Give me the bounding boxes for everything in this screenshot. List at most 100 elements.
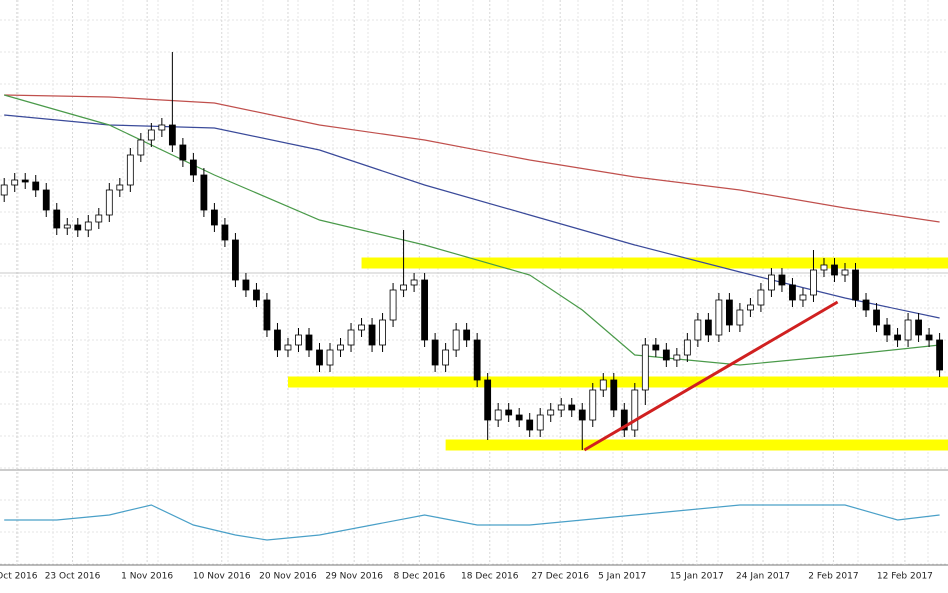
candle-body [431, 339, 439, 366]
candle-body [337, 344, 344, 351]
candle-body [32, 181, 40, 191]
candle-body [536, 414, 544, 431]
candle-body [242, 279, 250, 291]
candle-body [715, 299, 723, 336]
candle-body [747, 304, 754, 311]
candle-body [11, 179, 19, 186]
candle-body [852, 269, 859, 301]
candle-body [673, 354, 681, 361]
x-tick-label: 1 Nov 2016 [121, 572, 173, 582]
candle-body [116, 184, 124, 191]
candle-body [768, 274, 775, 291]
candle-body [789, 284, 796, 301]
x-tick-label: Oct 2016 [0, 572, 38, 582]
candle-body [620, 409, 628, 431]
candle-body [232, 239, 239, 281]
candle-body [736, 309, 744, 326]
candle-body [862, 299, 870, 311]
candle-body [631, 389, 639, 431]
candle-body [841, 269, 849, 276]
candle-body [263, 299, 271, 331]
candle-body [494, 409, 502, 421]
candle-body [683, 339, 691, 356]
candle-body [442, 349, 450, 366]
candle-body [810, 269, 817, 296]
candle-body [295, 334, 302, 346]
candle-body [831, 264, 838, 276]
candle-body [568, 404, 576, 411]
candle-body [253, 289, 260, 301]
candle-body [704, 319, 712, 336]
candle-body [389, 289, 397, 321]
candle-body [894, 334, 901, 341]
candle-body [221, 224, 229, 241]
candle-body [505, 409, 513, 416]
moving-average [4, 94, 940, 223]
candle-body [641, 344, 649, 391]
x-tick-label: 10 Nov 2016 [193, 572, 251, 582]
candle-body [305, 334, 313, 351]
candle-body [883, 324, 891, 336]
candle-body [410, 279, 418, 286]
candle-body [53, 209, 61, 229]
candle-body [95, 214, 103, 223]
candle-body [200, 174, 208, 211]
candle-body [179, 144, 187, 161]
candle-body [358, 324, 365, 331]
candle-body [599, 379, 607, 391]
x-tick-label: 20 Nov 2016 [259, 572, 317, 582]
candle-body [147, 129, 155, 141]
candle-body [915, 319, 922, 336]
candle-body [778, 274, 786, 286]
candle-body [799, 294, 807, 301]
x-tick-label: 2 Feb 2017 [808, 572, 858, 582]
candle-body [274, 329, 281, 351]
candle-body [725, 299, 733, 326]
candle-body [168, 124, 176, 146]
candle-body [694, 319, 702, 341]
candle-body [63, 224, 71, 229]
candle-body [126, 154, 134, 186]
x-tick-label: 29 Nov 2016 [325, 572, 383, 582]
candle-body [515, 414, 523, 421]
x-tick-label: 18 Dec 2016 [461, 572, 519, 582]
x-tick-label: 27 Dec 2016 [531, 572, 589, 582]
candle-body [463, 329, 471, 341]
candle-body [526, 419, 534, 431]
candle-body [610, 379, 618, 411]
candle-body [74, 224, 82, 231]
candle-body [547, 409, 555, 416]
candle-body [211, 209, 218, 226]
candle-body [473, 339, 481, 381]
candle-body [105, 189, 113, 216]
candle-body [557, 404, 565, 411]
candle-body [484, 379, 492, 421]
candle-body [21, 179, 29, 183]
x-tick-label: 23 Oct 2016 [45, 572, 101, 582]
candle-body [84, 221, 92, 231]
candle-body [925, 334, 933, 341]
x-tick-label: 15 Jan 2017 [670, 572, 724, 582]
candle-body [347, 329, 355, 346]
candle-body [421, 279, 429, 341]
candle-body [452, 329, 460, 351]
x-tick-label: 8 Dec 2016 [393, 572, 445, 582]
candle-body [42, 189, 50, 211]
candle-body [379, 319, 386, 346]
candle-body [326, 349, 334, 366]
candle-body [652, 344, 660, 351]
candle-body [873, 309, 880, 326]
candle-body [589, 389, 597, 421]
candle-body [284, 344, 292, 351]
candle-body [662, 349, 670, 361]
candle-body [820, 264, 828, 271]
x-tick-label: 12 Feb 2017 [877, 572, 933, 582]
candle-body [137, 139, 145, 156]
trend-line [583, 300, 839, 452]
candle-body [0, 184, 8, 196]
candle-body [757, 289, 765, 306]
candle-body [936, 339, 943, 371]
candle-body [158, 124, 166, 131]
x-tick-label: 5 Jan 2017 [598, 572, 646, 582]
